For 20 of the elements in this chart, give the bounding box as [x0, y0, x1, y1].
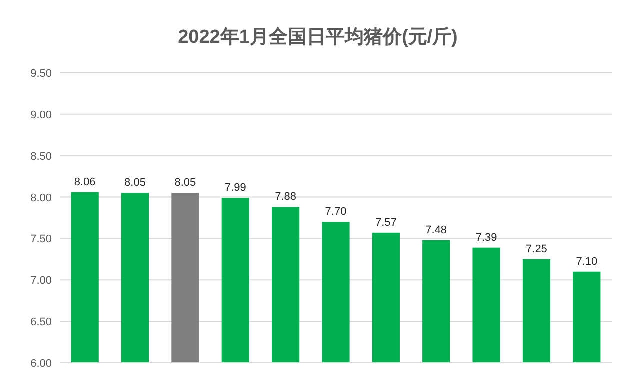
y-tick-label: 9.00	[30, 109, 52, 122]
data-label: 7.88	[275, 191, 297, 204]
y-tick-label: 7.50	[30, 234, 52, 246]
chart-title: 2022年1月全国日平均猪价(元/斤)	[178, 26, 458, 48]
data-label: 7.10	[576, 256, 598, 268]
data-label: 7.57	[375, 216, 397, 229]
data-label: 8.06	[74, 176, 96, 188]
y-tick-label: 6.50	[30, 316, 52, 329]
data-label: 8.05	[174, 177, 196, 190]
y-tick-label: 8.50	[30, 150, 52, 163]
y-tick-label: 9.50	[30, 68, 52, 80]
data-label: 7.70	[325, 206, 347, 218]
y-tick-label: 8.00	[30, 192, 52, 204]
data-label: 8.05	[124, 177, 146, 190]
data-label: 7.99	[224, 182, 246, 194]
y-tick-label: 6.00	[30, 358, 52, 370]
data-label: 7.39	[476, 232, 498, 244]
data-label: 7.25	[526, 243, 548, 256]
data-label: 7.48	[426, 224, 448, 236]
y-tick-label: 7.00	[30, 275, 52, 288]
